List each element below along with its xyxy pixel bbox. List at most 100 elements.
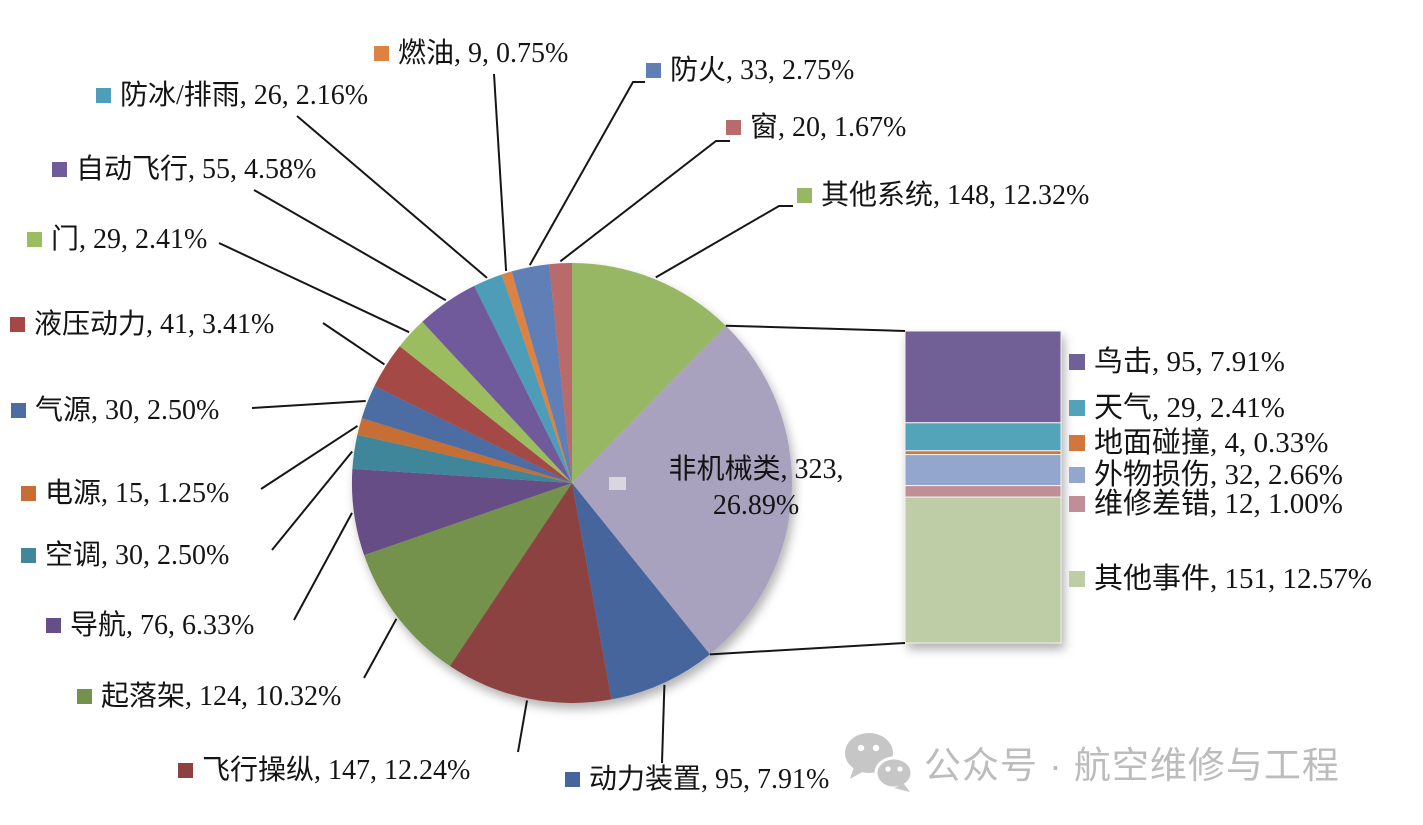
pie-label-3: 飞行操纵, 147, 12.24%	[178, 756, 470, 785]
label-text: 维修差错, 12, 1.00%	[1094, 488, 1343, 520]
label-text: 飞行操纵, 147, 12.24%	[202, 755, 471, 786]
pie-slice-3	[449, 483, 612, 703]
pie-label-0: 其他系统, 148, 12.32%	[797, 181, 1089, 210]
label-text: 动力装置, 95, 7.91%	[589, 764, 830, 795]
label-text: 导航, 76, 6.33%	[70, 610, 255, 641]
bar-segment-1	[904, 422, 1062, 452]
watermark-text: 公众号 · 航空维修与工程	[924, 745, 1340, 786]
connector-line-top	[725, 324, 906, 332]
leader-line-15	[559, 140, 730, 263]
legend-marker	[726, 120, 741, 136]
bar-label-3: 外物损伤, 32, 2.66%	[1069, 460, 1343, 490]
pie-label-6: 空调, 30, 2.50%	[21, 541, 229, 570]
legend-marker	[46, 618, 61, 634]
bar-segment-4	[904, 485, 1062, 498]
pie-label-11: 自动飞行, 55, 4.58%	[52, 155, 316, 184]
pie-label-15: 窗, 20, 1.67%	[726, 113, 906, 142]
leader-line-12	[296, 115, 488, 279]
pie-label-13: 燃油, 9, 0.75%	[374, 39, 568, 68]
label-text: 门, 29, 2.41%	[51, 224, 208, 255]
bar-segment-3	[904, 454, 1062, 487]
pie-slice-11	[422, 285, 572, 483]
center-label-line1: 非机械类, 323,	[668, 454, 844, 485]
pie-label-4: 起落架, 124, 10.32%	[77, 682, 341, 711]
label-text: 鸟击, 95, 7.91%	[1094, 346, 1285, 378]
legend-marker	[646, 63, 661, 79]
legend-marker	[11, 403, 26, 419]
pie-slice-5	[351, 468, 572, 556]
pie-slice-9	[374, 346, 572, 483]
legend-marker	[1069, 400, 1085, 417]
leader-line-8	[251, 400, 366, 409]
legend-marker	[1069, 496, 1085, 513]
legend-marker	[27, 232, 42, 248]
pie-label-9: 液压动力, 41, 3.41%	[10, 310, 274, 339]
legend-marker	[21, 548, 36, 564]
leader-line-9	[322, 322, 385, 366]
bar-label-2: 地面碰撞, 4, 0.33%	[1069, 428, 1328, 458]
pie-label-14: 防火, 33, 2.75%	[646, 56, 854, 85]
center-label-marker	[609, 477, 626, 490]
leader-line-3	[517, 700, 528, 753]
pie-label-2: 动力装置, 95, 7.91%	[565, 765, 829, 794]
pie-slice-0	[572, 263, 726, 483]
pie-label-12: 防冰/排雨, 26, 2.16%	[96, 81, 368, 110]
leader-line-4	[363, 618, 398, 679]
legend-marker	[565, 772, 580, 788]
pie-label-5: 导航, 76, 6.33%	[46, 611, 254, 640]
label-text: 起落架, 124, 10.32%	[101, 681, 342, 712]
legend-marker	[21, 486, 36, 502]
leader-line-7	[260, 425, 359, 490]
label-text: 外物损伤, 32, 2.66%	[1094, 459, 1343, 491]
legend-marker	[1069, 467, 1085, 484]
pie-slice-10	[399, 321, 572, 483]
leader-line-14	[528, 81, 645, 266]
leader-line-10	[218, 242, 410, 334]
legend-marker	[178, 763, 193, 779]
legend-marker	[52, 162, 67, 178]
label-text: 燃油, 9, 0.75%	[398, 38, 569, 69]
connector-line-bottom	[709, 642, 906, 656]
legend-marker	[77, 689, 92, 705]
label-text: 防冰/排雨, 26, 2.16%	[120, 80, 369, 111]
label-text: 窗, 20, 1.67%	[750, 112, 907, 143]
legend-marker	[10, 317, 25, 333]
bar-label-0: 鸟击, 95, 7.91%	[1069, 347, 1285, 377]
pie-label-10: 门, 29, 2.41%	[27, 225, 207, 254]
pie-slice-12	[474, 274, 572, 483]
pie-slice-2	[572, 483, 710, 700]
pie-label-8: 气源, 30, 2.50%	[11, 396, 219, 425]
legend-marker	[1069, 435, 1085, 452]
leader-line-11	[253, 189, 447, 302]
pie-slice-13	[501, 271, 572, 483]
legend-marker	[96, 88, 111, 104]
legend-marker	[1069, 571, 1085, 588]
pie-slice-4	[364, 483, 572, 666]
bar-label-5: 其他事件, 151, 12.57%	[1069, 564, 1372, 594]
pie-label-7: 电源, 15, 1.25%	[21, 479, 229, 508]
bar-segment-5	[904, 496, 1062, 644]
legend-marker	[374, 46, 389, 62]
center-label-line2: 26.89%	[712, 490, 800, 521]
label-text: 空调, 30, 2.50%	[45, 540, 230, 571]
watermark: 公众号 · 航空维修与工程	[842, 731, 1340, 793]
label-text: 地面碰撞, 4, 0.33%	[1094, 427, 1329, 459]
leader-line-0	[655, 205, 793, 279]
leader-line-2	[661, 684, 666, 764]
label-text: 防火, 33, 2.75%	[670, 55, 855, 86]
pie-slice-8	[361, 386, 572, 483]
label-text: 天气, 29, 2.41%	[1094, 392, 1285, 424]
bar-label-1: 天气, 29, 2.41%	[1069, 393, 1285, 423]
label-text: 其他事件, 151, 12.57%	[1094, 563, 1372, 595]
pie-slice-1	[572, 325, 792, 655]
pie-slice-6	[352, 434, 572, 483]
label-text: 气源, 30, 2.50%	[35, 395, 220, 426]
leader-line-6	[271, 450, 353, 551]
legend-marker	[797, 188, 812, 204]
pie-slice-7	[357, 418, 572, 483]
wechat-icon	[845, 733, 914, 792]
leader-line-13	[493, 73, 508, 272]
pie-slice-15	[549, 263, 572, 483]
